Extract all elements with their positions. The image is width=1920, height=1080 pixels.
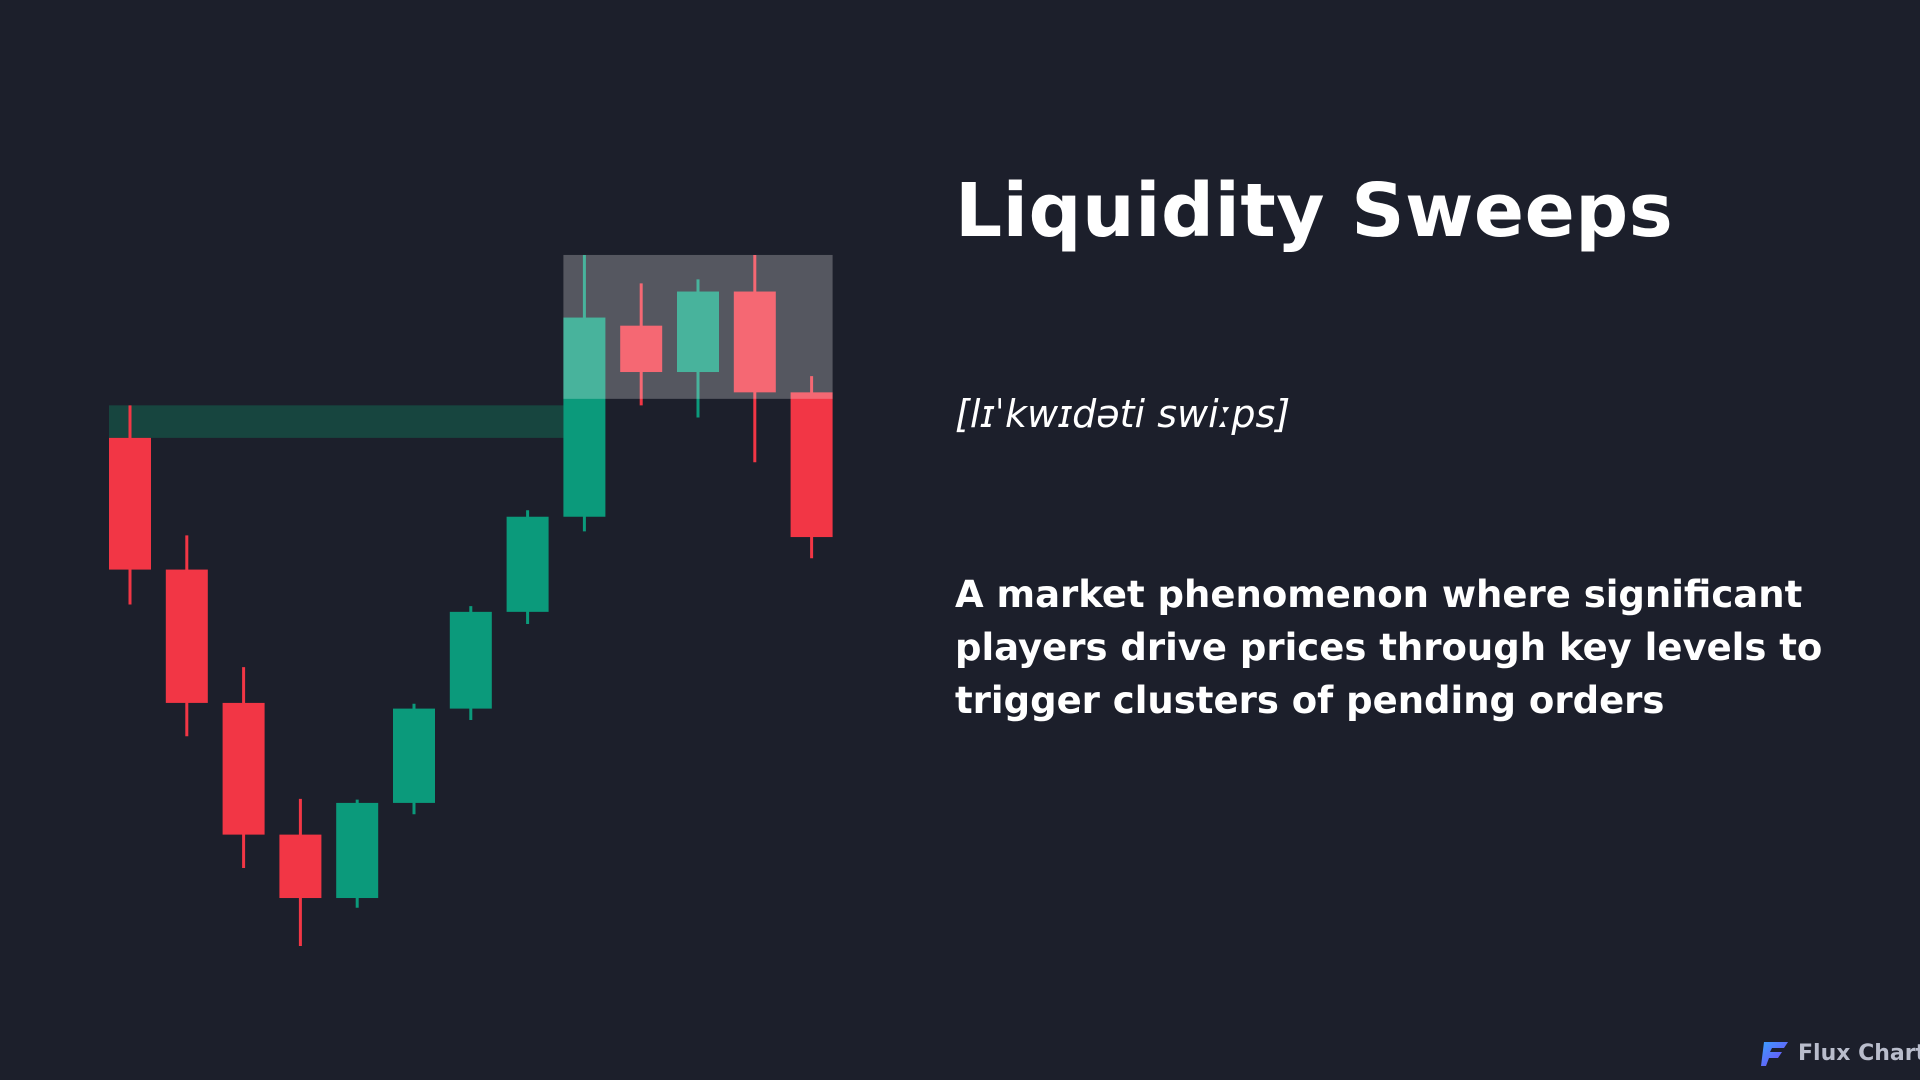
candle-body <box>677 291 719 373</box>
candle-body <box>620 325 663 373</box>
candle <box>733 254 776 463</box>
candle <box>165 535 208 737</box>
candle <box>620 283 663 406</box>
candle <box>393 703 435 815</box>
phonetic-transcription: [lɪˈkwɪdəti swiːps] <box>955 392 1291 436</box>
candle-body <box>733 291 776 393</box>
candle <box>449 606 492 720</box>
definition-text: A market phenomenon where significant pl… <box>955 573 1823 722</box>
sweep-zone <box>563 254 833 399</box>
candle <box>790 376 833 559</box>
candle-body <box>449 611 492 709</box>
candle <box>563 254 606 532</box>
brand-name: Flux Charts <box>1798 1040 1920 1066</box>
candle-body <box>279 834 322 899</box>
candlestick-chart <box>109 254 833 946</box>
candle-body <box>393 708 435 803</box>
candle <box>336 799 379 908</box>
flux-logo-icon <box>1761 1042 1788 1066</box>
candle-body <box>222 702 265 835</box>
candle-body <box>336 802 379 899</box>
candle-body <box>506 516 549 612</box>
candle <box>677 279 719 418</box>
candle <box>109 405 151 605</box>
page-title: Liquidity Sweeps <box>955 168 1674 254</box>
candle <box>506 510 549 625</box>
candle <box>222 667 265 868</box>
candle-body <box>109 437 151 570</box>
candle-body <box>165 569 208 703</box>
liquidity-zone <box>109 405 564 438</box>
candle-body <box>563 317 606 517</box>
candle-body <box>790 392 833 538</box>
candle <box>279 798 322 946</box>
brand-watermark: Flux Charts <box>1758 1036 1920 1070</box>
